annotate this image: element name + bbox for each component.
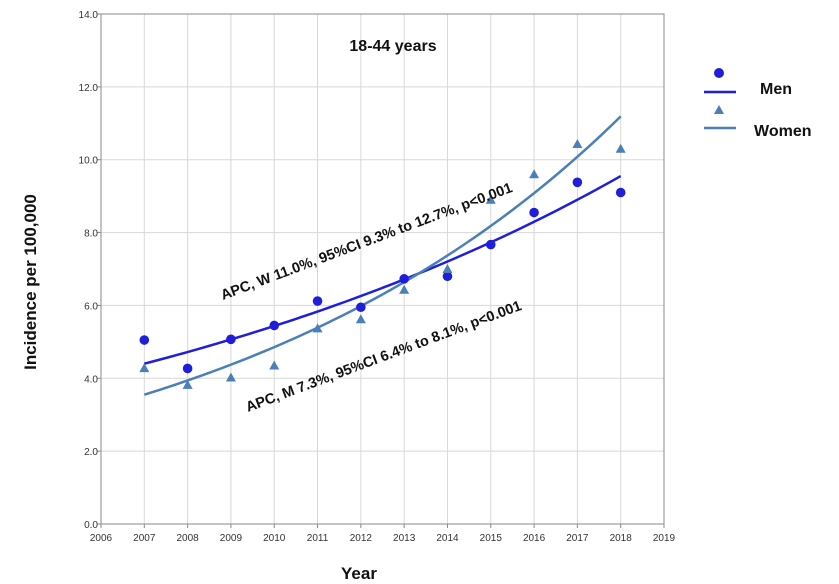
x-tick-label: 2011: [307, 533, 329, 544]
x-tick-label: 2009: [220, 533, 243, 544]
legend-men-label: Men: [760, 81, 792, 98]
x-tick-label: 2019: [653, 533, 676, 544]
y-tick-label: 10.0: [79, 156, 99, 167]
data-point-women: [269, 360, 280, 370]
data-point-men: [139, 335, 150, 345]
legend-item-men: Men: [704, 68, 792, 98]
grid-lines: [100, 13, 665, 525]
y-tick-label: 0.0: [84, 520, 98, 531]
x-tick-label: 2014: [436, 533, 459, 544]
data-point-men: [312, 296, 323, 306]
x-tick-label: 2006: [90, 533, 113, 544]
y-tick-label: 8.0: [84, 229, 98, 240]
legend-item-women: Women: [704, 105, 811, 140]
y-tick-label: 14.0: [79, 10, 99, 21]
data-point-women: [312, 323, 323, 333]
legend-women-marker: [714, 105, 724, 114]
trend-line-men: [143, 174, 622, 365]
legend-men-marker: [714, 68, 724, 78]
data-point-women: [442, 264, 453, 273]
data-point-men: [269, 320, 280, 331]
data-point-men: [442, 271, 453, 282]
data-point-men: [356, 302, 366, 313]
x-tick-label: 2016: [523, 533, 546, 544]
data-point-men: [529, 207, 539, 218]
data-point-men: [572, 177, 583, 188]
y-tick-label: 2.0: [84, 447, 98, 458]
data-point-men: [226, 334, 236, 345]
legend: Men Women: [704, 68, 811, 140]
y-axis-title: Incidence per 100,000: [21, 194, 40, 370]
data-point-women: [615, 143, 626, 153]
chart-title: 18-44 years: [349, 38, 436, 55]
data-point-women: [182, 379, 193, 389]
x-tick-label: 2013: [393, 533, 416, 544]
x-tick-label: 2017: [566, 533, 589, 544]
data-point-women: [355, 314, 366, 324]
data-point-women: [485, 194, 496, 204]
trend-line-women: [143, 115, 622, 396]
plot-area: [100, 13, 665, 525]
data-points: [139, 139, 626, 389]
data-point-men: [182, 363, 193, 374]
data-point-women: [529, 169, 540, 179]
data-point-men: [615, 187, 626, 198]
data-point-men: [485, 239, 496, 250]
data-point-women: [139, 363, 150, 373]
legend-women-label: Women: [754, 123, 811, 140]
x-tick-label: 2010: [263, 533, 286, 544]
y-tick-label: 4.0: [84, 374, 98, 385]
x-axis-title: Year: [341, 564, 377, 583]
x-tick-label: 2015: [480, 533, 503, 544]
x-tick-label: 2008: [176, 533, 199, 544]
x-tick-label: 2007: [133, 533, 156, 544]
data-point-women: [225, 372, 236, 382]
trend-lines: [143, 115, 622, 396]
x-tick-label: 2012: [350, 533, 373, 544]
data-point-women: [399, 284, 410, 294]
y-tick-label: 12.0: [79, 83, 99, 94]
data-point-men: [399, 274, 409, 284]
data-point-women: [572, 139, 583, 149]
x-tick-label: 2018: [610, 533, 633, 544]
annotation-women-apc: APC, W 11.0%, 95%CI 9.3% to 12.7%, p<0.0…: [219, 180, 515, 304]
annotation-men-apc: APC, M 7.3%, 95%CI 6.4% to 8.1%, p<0.001: [244, 298, 524, 416]
axis-ticks: 2006 2007 2008 2009 2010 2011 2012 2013 2014 2015…: [79, 10, 676, 544]
y-tick-label: 6.0: [84, 301, 98, 312]
